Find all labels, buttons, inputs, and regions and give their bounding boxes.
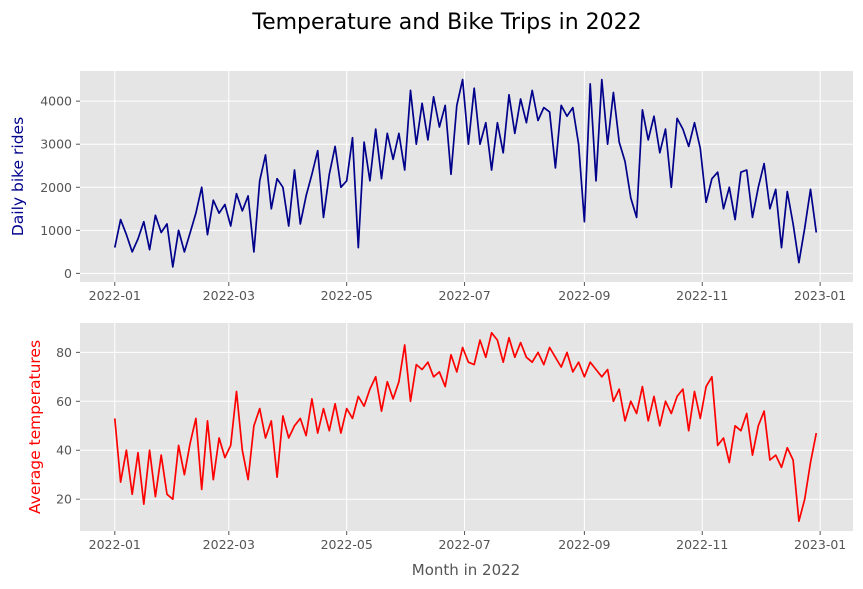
x-tick-label: 2022-09 — [558, 537, 610, 552]
y-tick-label: 0 — [64, 266, 72, 281]
x-tick-label: 2022-09 — [558, 288, 610, 303]
bike-rides-y-label: Daily bike rides — [9, 117, 27, 236]
y-tick-label: 4000 — [40, 94, 72, 109]
x-tick-label: 2022-11 — [676, 537, 728, 552]
y-tick-label: 2000 — [40, 180, 72, 195]
x-tick-label: 2022-05 — [321, 537, 373, 552]
x-tick-label: 2023-01 — [794, 537, 846, 552]
temperature-series — [113, 331, 818, 523]
temperature-grid — [80, 323, 853, 531]
x-tick-label: 2022-03 — [203, 288, 255, 303]
x-tick-label: 2022-05 — [321, 288, 373, 303]
x-tick-label: 2022-07 — [438, 537, 490, 552]
y-tick-label: 60 — [56, 394, 72, 409]
bike-rides-line — [113, 78, 818, 268]
y-tick-label: 40 — [56, 443, 72, 458]
temperature-line — [113, 331, 818, 523]
bike-rides-x-ticks: 2022-01 2022-03 2022-05 2022-07 2022-09 2022-… — [89, 282, 846, 303]
x-tick-label: 2022-07 — [438, 288, 490, 303]
y-tick-label: 3000 — [40, 137, 72, 152]
bike-rides-panel: 2022-01 2022-03 2022-05 2022-07 2022-09 2022-… — [9, 71, 853, 303]
temperature-panel: 2022-01 2022-03 2022-05 2022-07 2022-09 2022-… — [26, 323, 853, 552]
bike-rides-series — [113, 78, 818, 268]
x-tick-label: 2022-01 — [89, 537, 141, 552]
y-tick-label: 1000 — [40, 223, 72, 238]
temperature-y-label: Average temperatures — [26, 340, 44, 514]
y-tick-label: 20 — [56, 492, 72, 507]
bike-rides-plot-area — [80, 71, 853, 282]
x-axis-label: Month in 2022 — [412, 561, 520, 579]
bike-rides-y-ticks: 0 1000 2000 3000 4000 — [40, 94, 80, 281]
x-tick-label: 2022-11 — [676, 288, 728, 303]
temperature-x-ticks: 2022-01 2022-03 2022-05 2022-07 2022-09 2022-… — [89, 531, 846, 552]
x-tick-label: 2022-01 — [89, 288, 141, 303]
chart-title: Temperature and Bike Trips in 2022 — [251, 10, 641, 35]
x-tick-label: 2023-01 — [794, 288, 846, 303]
temperature-y-ticks: 20 40 60 80 — [56, 345, 80, 507]
bike-rides-grid — [80, 71, 853, 282]
y-tick-label: 80 — [56, 345, 72, 360]
x-tick-label: 2022-03 — [203, 537, 255, 552]
